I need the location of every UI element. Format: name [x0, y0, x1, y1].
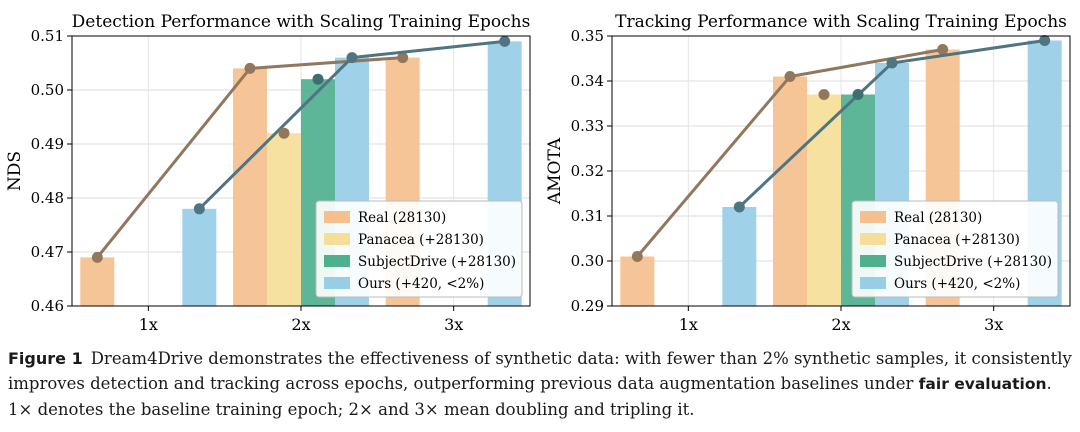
y-tick-label: 0.49: [31, 135, 64, 153]
marker-point: [312, 73, 324, 85]
bar: [807, 94, 841, 306]
legend-entry: SubjectDrive (+28130): [358, 254, 516, 270]
legend-swatch: [860, 211, 886, 223]
y-tick-label: 0.47: [31, 243, 64, 261]
line-point: [784, 71, 796, 82]
legend-box: [315, 200, 523, 298]
caption-text-2: . 1× denotes the baseline training epoch…: [8, 374, 1052, 419]
y-tick-label: 0.46: [31, 297, 64, 315]
legend-box: [851, 200, 1059, 298]
legend-swatch: [324, 255, 350, 267]
marker-point: [852, 89, 864, 100]
detection-chart: 0.46 0.47 0.48 0.49 0.50 0.51 1x 2x 3x Detection …: [5, 12, 531, 334]
line-point: [244, 62, 256, 74]
legend-entry: Real (28130): [894, 210, 982, 226]
figure-caption: Figure 1 Dream4Drive demonstrates the eff…: [8, 346, 1072, 422]
marker-point: [278, 127, 290, 139]
y-tick-label: 0.34: [571, 72, 604, 90]
chart-title: Detection Performance with Scaling Train…: [72, 12, 531, 32]
legend-swatch: [860, 255, 886, 267]
y-tick-label: 0.32: [571, 162, 604, 180]
bar: [182, 208, 217, 306]
y-tick-label: 0.51: [31, 27, 64, 45]
marker-point: [818, 89, 830, 100]
bar: [773, 76, 807, 306]
tracking-chart: 0.29 0.30 0.31 0.32 0.33 0.34 0.35 1x 2x 3x Tracki…: [545, 12, 1071, 334]
caption-text-1: Dream4Drive demonstrates the effectivene…: [8, 349, 1072, 393]
legend-swatch: [324, 277, 350, 289]
legend-entry: Panacea (+28130): [358, 232, 484, 248]
bar: [233, 68, 267, 307]
legend-entry: SubjectDrive (+28130): [894, 254, 1052, 270]
caption-emphasis: fair evaluation: [918, 375, 1047, 393]
legend-entry: Ours (+420, <2%): [894, 276, 1020, 292]
line-point: [91, 251, 103, 263]
line-point: [733, 201, 745, 213]
line-point: [397, 52, 409, 64]
bar: [267, 133, 301, 306]
x-tick-label: 1x: [139, 315, 158, 334]
x-tick-label: 1x: [679, 315, 698, 334]
line-point: [346, 52, 358, 64]
line-point: [193, 203, 205, 215]
line-point: [1039, 35, 1051, 46]
y-tick-label: 0.29: [571, 297, 604, 315]
caption-label: Figure 1: [8, 349, 83, 368]
y-tick-label: 0.48: [31, 189, 64, 207]
x-tick-label: 2x: [831, 315, 850, 334]
legend-swatch: [324, 233, 350, 245]
y-tick-label: 0.33: [571, 117, 604, 135]
legend-entry: Ours (+420, <2%): [358, 276, 484, 292]
legend-entry: Panacea (+28130): [894, 232, 1020, 248]
x-tick-label: 3x: [444, 315, 463, 334]
line-point: [631, 251, 643, 262]
x-tick-label: 2x: [291, 315, 310, 334]
line-point: [886, 57, 898, 69]
legend-swatch: [860, 233, 886, 245]
chart-title: Tracking Performance with Scaling Traini…: [615, 12, 1067, 32]
x-tick-label: 3x: [984, 315, 1003, 334]
bar: [620, 256, 655, 306]
bar: [80, 257, 115, 306]
line-point: [937, 44, 949, 55]
y-tick-label: 0.50: [31, 81, 64, 99]
y-tick-label: 0.35: [571, 27, 604, 45]
bar: [722, 207, 757, 306]
y-axis-label: AMOTA: [545, 137, 565, 205]
line-point: [499, 35, 511, 47]
y-tick-label: 0.30: [571, 252, 604, 270]
legend-swatch: [860, 277, 886, 289]
legend-entry: Real (28130): [358, 210, 446, 226]
legend-swatch: [324, 211, 350, 223]
figure: 0.46 0.47 0.48 0.49 0.50 0.51 1x 2x 3x Detection …: [5, 12, 1071, 334]
y-axis-label: NDS: [5, 151, 25, 191]
y-tick-label: 0.31: [571, 207, 604, 225]
